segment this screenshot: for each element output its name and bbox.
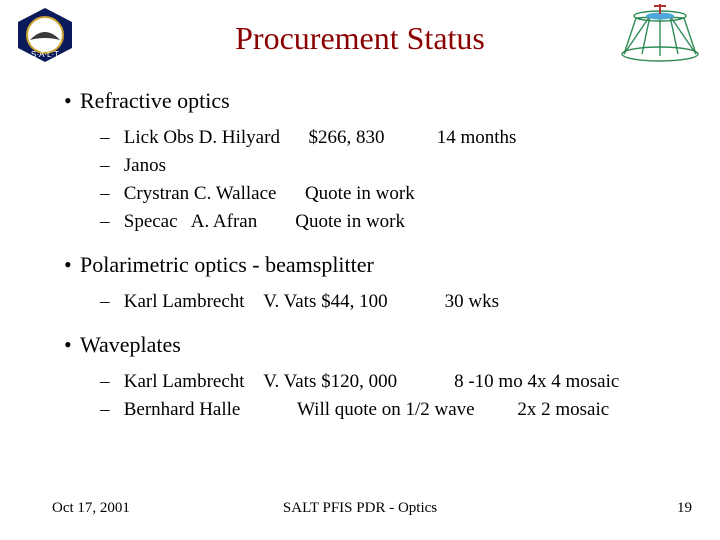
section-label: Polarimetric optics - beamsplitter	[80, 252, 374, 278]
section-heading: • Refractive optics	[64, 88, 696, 114]
slide-body: • Refractive optics – Lick Obs D. Hilyar…	[64, 88, 696, 440]
list-item: – Specac A. Afran Quote in work	[100, 208, 696, 236]
section-label: Refractive optics	[80, 88, 230, 114]
bullet-icon: •	[64, 88, 80, 114]
waveplates-list: – Karl Lambrecht V. Vats $120, 000 8 -10…	[100, 368, 696, 424]
polarimetric-list: – Karl Lambrecht V. Vats $44, 100 30 wks	[100, 288, 696, 316]
list-item: – Bernhard Halle Will quote on 1/2 wave …	[100, 396, 696, 424]
list-item: – Janos	[100, 152, 696, 180]
list-item: – Karl Lambrecht V. Vats $120, 000 8 -10…	[100, 368, 696, 396]
list-item: – Karl Lambrecht V. Vats $44, 100 30 wks	[100, 288, 696, 316]
section-label: Waveplates	[80, 332, 181, 358]
bullet-icon: •	[64, 332, 80, 358]
slide-page: S·A·L·T Procurement Status • Refractive …	[0, 0, 720, 540]
slide-footer: Oct 17, 2001 SALT PFIS PDR - Optics 19	[0, 500, 720, 522]
slide-title: Procurement Status	[0, 20, 720, 57]
footer-page-number: 19	[677, 500, 692, 517]
list-item: – Crystran C. Wallace Quote in work	[100, 180, 696, 208]
section-heading: • Polarimetric optics - beamsplitter	[64, 252, 696, 278]
refractive-optics-list: – Lick Obs D. Hilyard $266, 830 14 month…	[100, 124, 696, 236]
bullet-icon: •	[64, 252, 80, 278]
section-heading: • Waveplates	[64, 332, 696, 358]
footer-title: SALT PFIS PDR - Optics	[0, 500, 720, 517]
list-item: – Lick Obs D. Hilyard $266, 830 14 month…	[100, 124, 696, 152]
